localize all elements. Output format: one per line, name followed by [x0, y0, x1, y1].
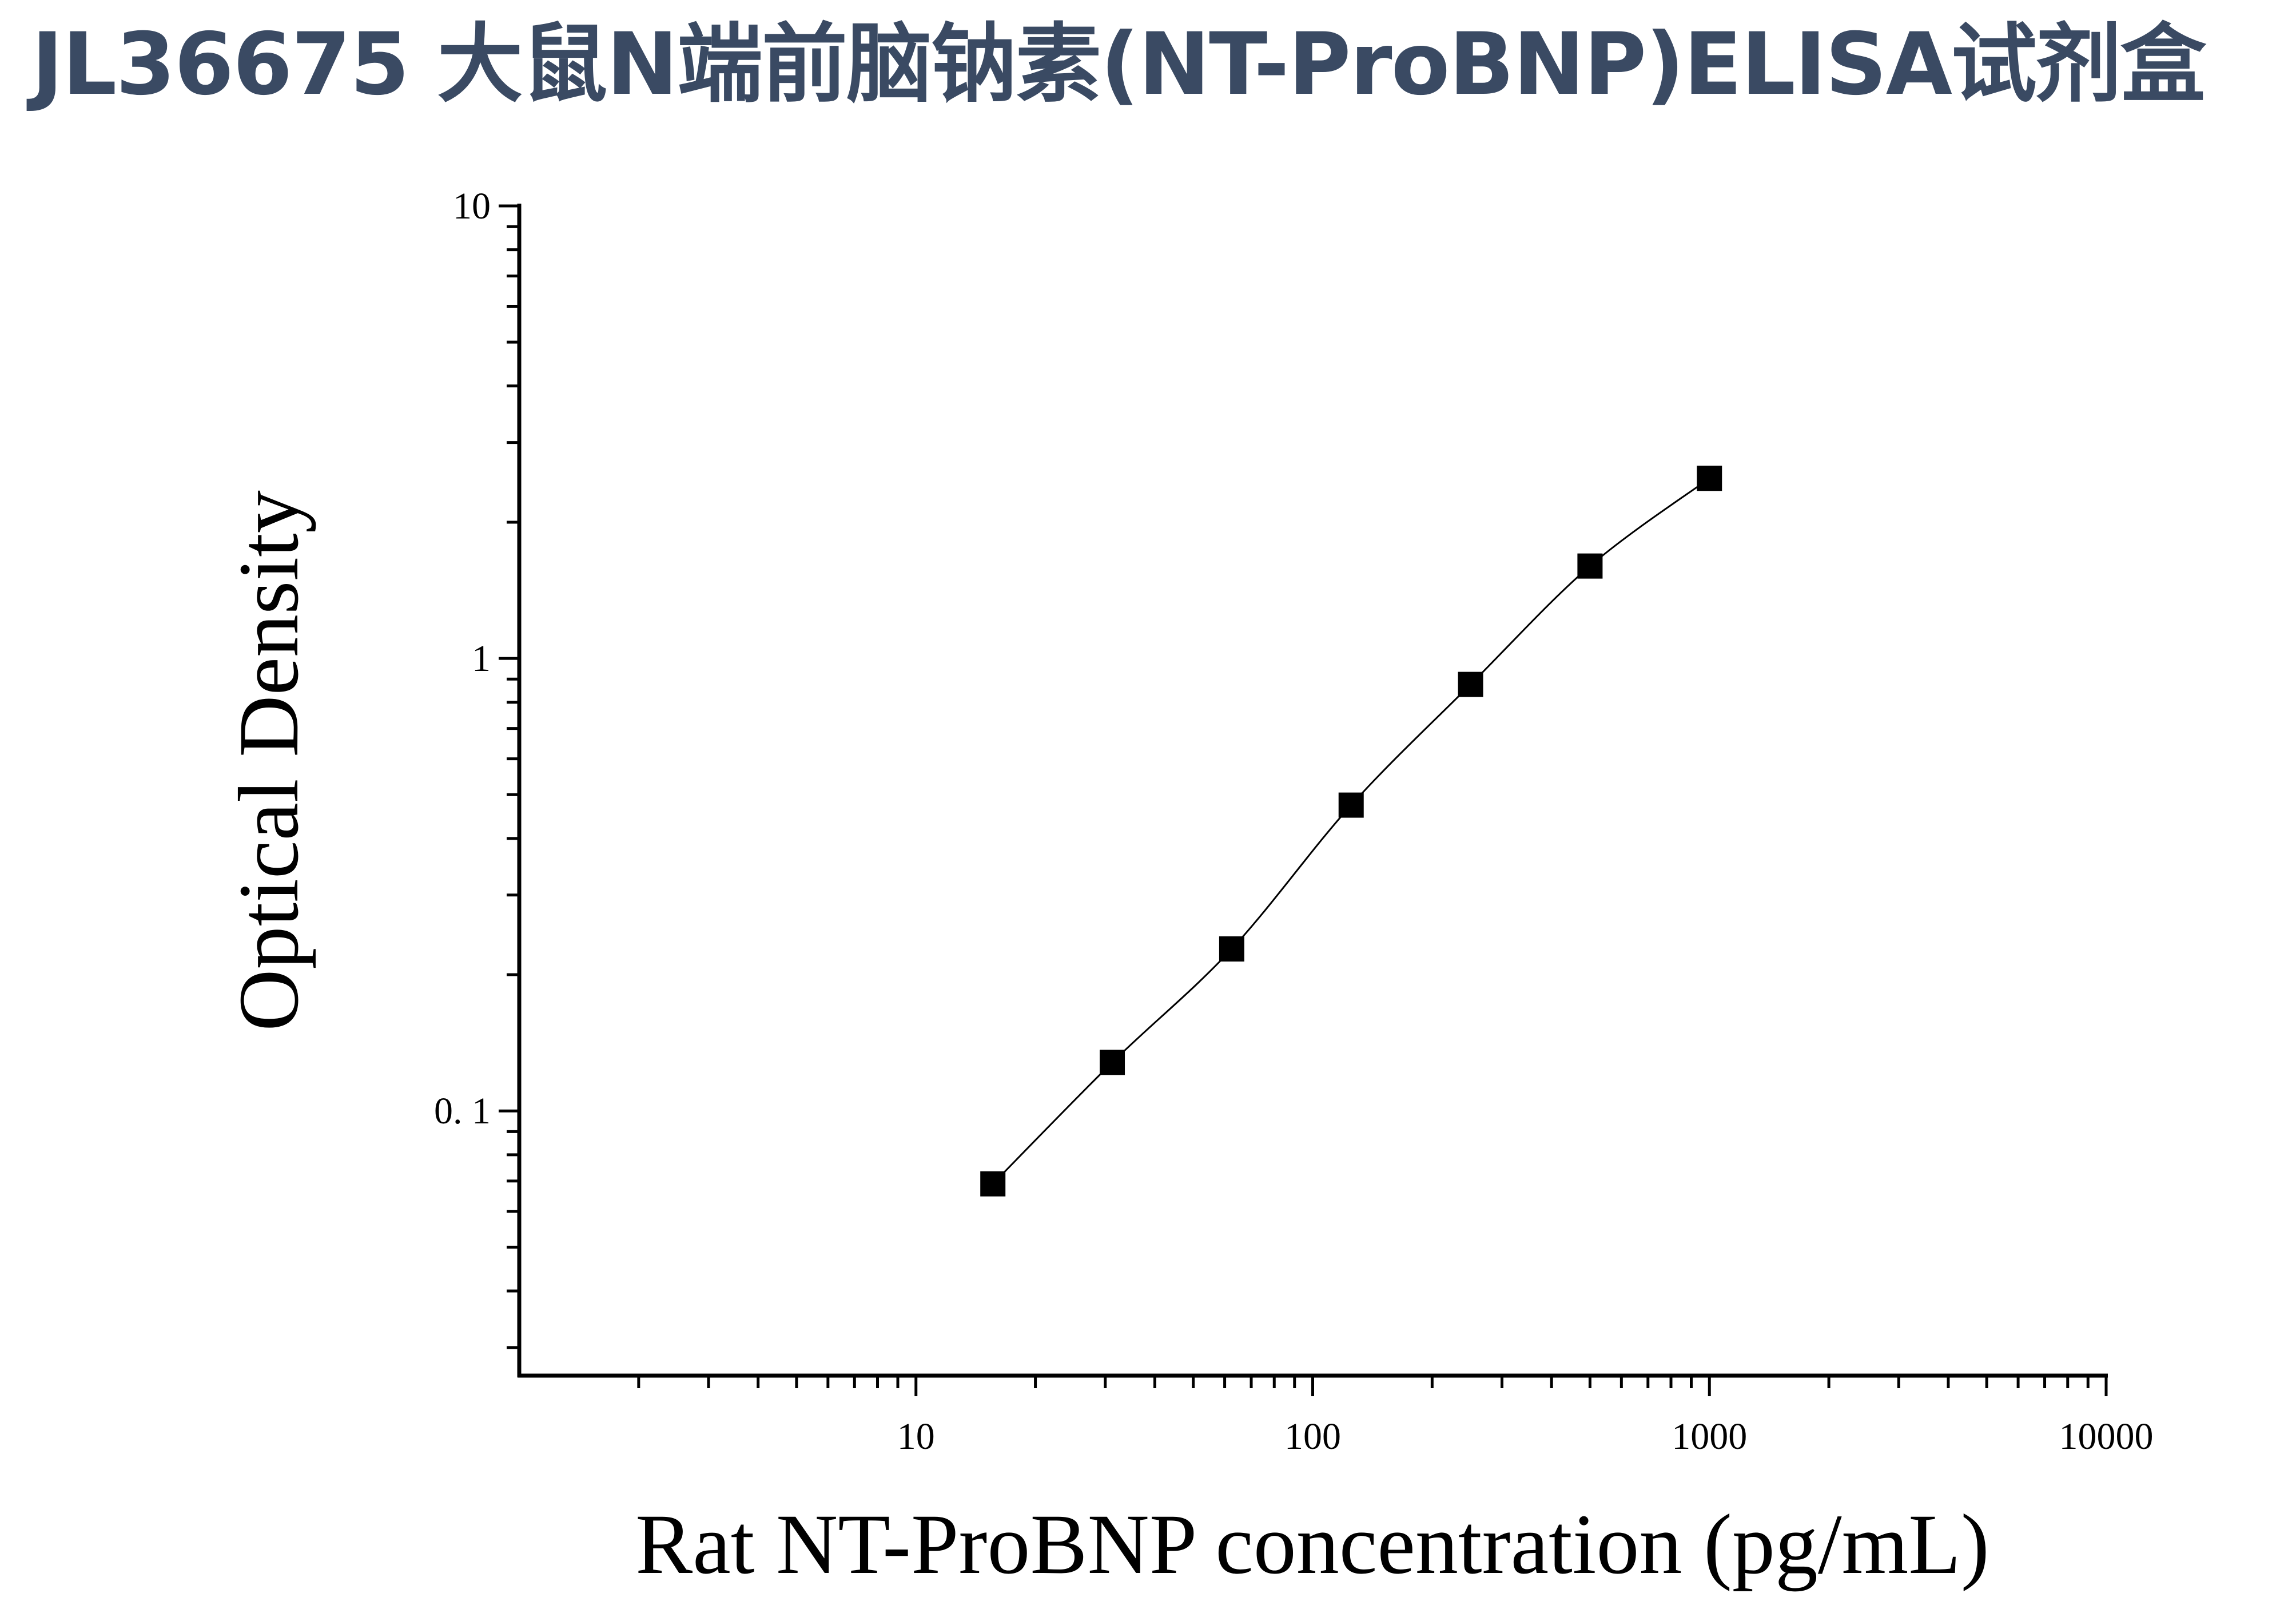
data-point-marker	[1458, 672, 1483, 697]
y-tick-labels: 0. 1 1 10	[434, 185, 491, 1132]
x-tick-label: 10000	[2059, 1416, 2154, 1457]
data-point-marker	[1577, 553, 1603, 579]
x-minor-ticks	[637, 1376, 2090, 1388]
data-point-marker	[1219, 936, 1244, 962]
y-minor-ticks	[507, 225, 519, 1349]
data-point-marker	[980, 1171, 1006, 1197]
y-tick-label: 10	[453, 185, 491, 227]
y-major-ticks	[499, 204, 519, 1113]
x-tick-label: 1000	[1672, 1416, 1747, 1457]
data-point-marker	[1338, 792, 1364, 818]
y-tick-label: 0. 1	[434, 1090, 491, 1132]
x-axis-title: Rat NT-ProBNP concentration (pg/mL)	[635, 1497, 1989, 1592]
data-point-marker	[1697, 466, 1722, 491]
y-axis-title: Optical Density	[221, 490, 316, 1031]
page-title: JL36675 大鼠N端前脑钠素(NT-ProBNP)ELISA试剂盒	[31, 15, 2206, 114]
data-markers	[980, 466, 1722, 1197]
y-tick-label: 1	[472, 638, 491, 680]
fit-curve	[992, 478, 1710, 1185]
x-tick-label: 100	[1284, 1416, 1341, 1457]
x-tick-labels: 10 100 1000 10000	[897, 1416, 2154, 1457]
x-major-ticks	[914, 1376, 2108, 1396]
data-point-marker	[1100, 1050, 1125, 1075]
x-tick-label: 10	[897, 1416, 935, 1457]
